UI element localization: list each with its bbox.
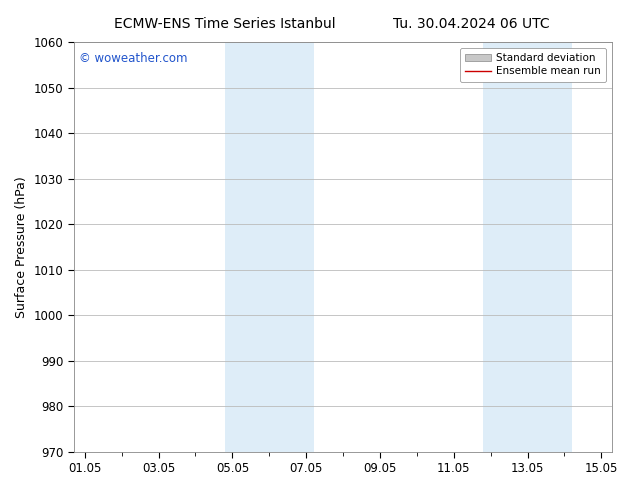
- Bar: [483, 42, 572, 452]
- Text: © woweather.com: © woweather.com: [79, 52, 188, 65]
- Legend: Standard deviation, Ensemble mean run: Standard deviation, Ensemble mean run: [460, 48, 606, 82]
- Text: ECMW-ENS Time Series Istanbul: ECMW-ENS Time Series Istanbul: [114, 17, 336, 31]
- Y-axis label: Surface Pressure (hPa): Surface Pressure (hPa): [15, 176, 28, 318]
- Bar: [225, 42, 314, 452]
- Text: Tu. 30.04.2024 06 UTC: Tu. 30.04.2024 06 UTC: [393, 17, 550, 31]
